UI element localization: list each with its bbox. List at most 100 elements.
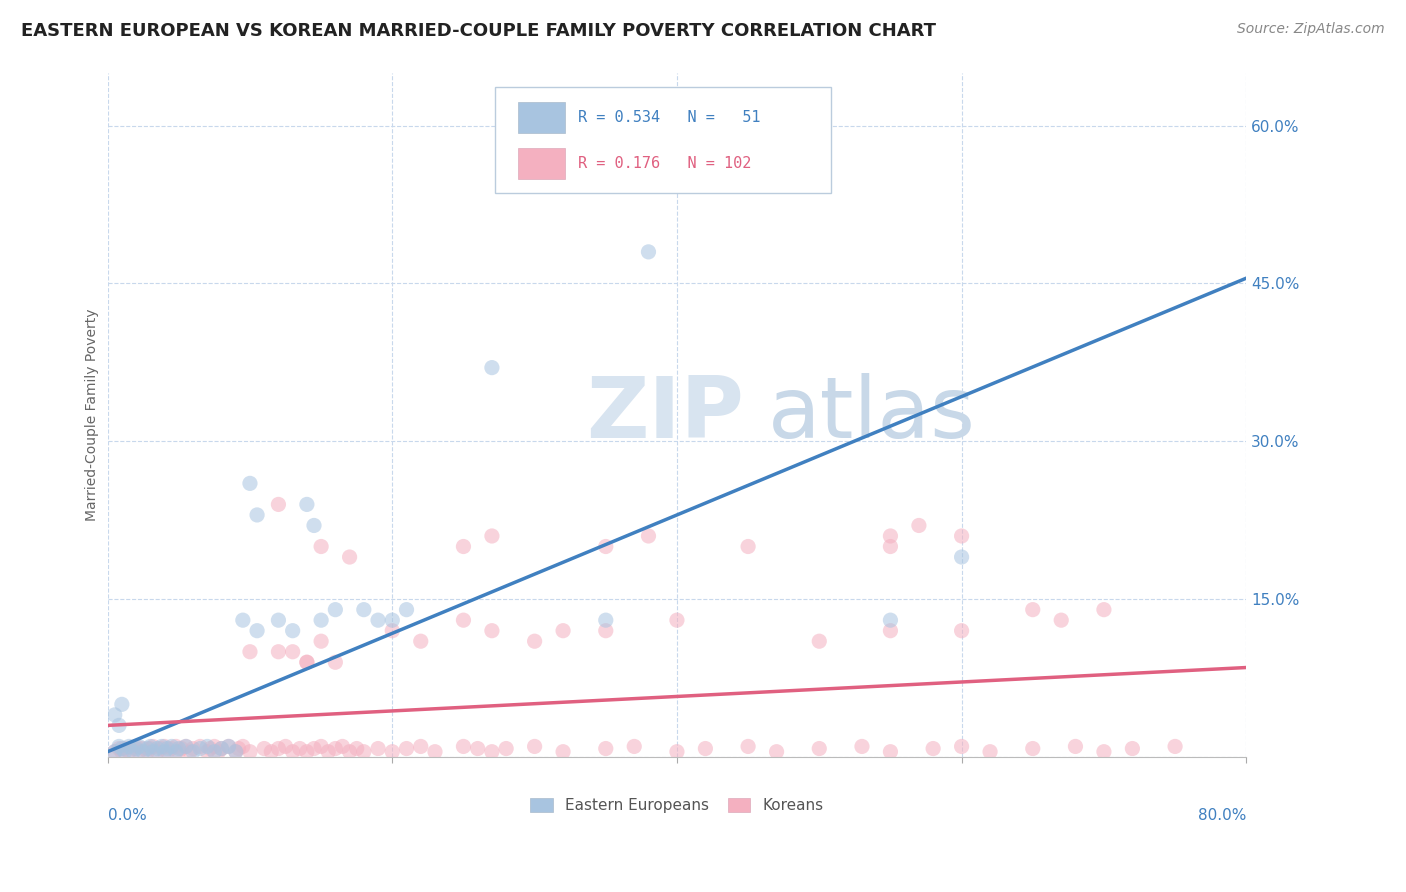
Point bbox=[118, 739, 141, 754]
Point bbox=[551, 624, 574, 638]
Point bbox=[1064, 739, 1087, 754]
Point bbox=[208, 745, 231, 759]
Point bbox=[111, 741, 134, 756]
Legend: Eastern Europeans, Koreans: Eastern Europeans, Koreans bbox=[526, 794, 828, 818]
Point bbox=[228, 741, 250, 756]
Point bbox=[595, 741, 617, 756]
Point bbox=[346, 741, 368, 756]
Point bbox=[218, 739, 240, 754]
Point bbox=[1050, 613, 1073, 627]
Text: Source: ZipAtlas.com: Source: ZipAtlas.com bbox=[1237, 22, 1385, 37]
Point bbox=[128, 739, 150, 754]
Point bbox=[108, 739, 131, 754]
Point bbox=[950, 739, 973, 754]
Point bbox=[198, 741, 221, 756]
Point bbox=[239, 745, 262, 759]
Point bbox=[281, 745, 304, 759]
FancyBboxPatch shape bbox=[495, 87, 831, 193]
Point bbox=[808, 171, 831, 186]
Point bbox=[218, 739, 240, 754]
Point bbox=[165, 739, 187, 754]
Point bbox=[808, 741, 831, 756]
Point bbox=[353, 745, 375, 759]
Point bbox=[302, 518, 325, 533]
Point bbox=[316, 745, 339, 759]
Point bbox=[409, 634, 432, 648]
Point bbox=[665, 613, 688, 627]
Point bbox=[132, 745, 155, 759]
Point bbox=[132, 741, 155, 756]
Point bbox=[146, 745, 169, 759]
Point bbox=[267, 645, 290, 659]
Point bbox=[125, 739, 148, 754]
Point bbox=[267, 613, 290, 627]
Point bbox=[922, 741, 945, 756]
Point bbox=[309, 613, 332, 627]
Point bbox=[167, 741, 190, 756]
Point bbox=[879, 540, 901, 554]
Point bbox=[332, 739, 354, 754]
Point bbox=[453, 613, 475, 627]
Point bbox=[765, 745, 787, 759]
Point bbox=[879, 624, 901, 638]
Point bbox=[1092, 745, 1115, 759]
Point bbox=[595, 613, 617, 627]
Point bbox=[139, 741, 162, 756]
Point bbox=[353, 602, 375, 616]
Point bbox=[409, 739, 432, 754]
Point bbox=[695, 741, 717, 756]
Point bbox=[225, 745, 247, 759]
Point bbox=[395, 741, 418, 756]
Point bbox=[325, 655, 347, 669]
Point bbox=[481, 624, 503, 638]
Point bbox=[481, 529, 503, 543]
Point bbox=[623, 739, 645, 754]
Point bbox=[295, 655, 318, 669]
Point bbox=[239, 645, 262, 659]
Point bbox=[325, 741, 347, 756]
Point bbox=[114, 741, 136, 756]
Point bbox=[1121, 741, 1143, 756]
Point bbox=[551, 745, 574, 759]
Text: R = 0.534   N =   51: R = 0.534 N = 51 bbox=[578, 110, 761, 125]
Point bbox=[267, 741, 290, 756]
Point bbox=[111, 745, 134, 759]
Point bbox=[179, 745, 201, 759]
Point bbox=[174, 739, 197, 754]
Text: ZIP: ZIP bbox=[586, 374, 744, 457]
Point bbox=[181, 745, 204, 759]
Point bbox=[232, 613, 254, 627]
Point bbox=[253, 741, 276, 756]
Point bbox=[146, 741, 169, 756]
Point bbox=[281, 645, 304, 659]
Point bbox=[181, 741, 204, 756]
Point bbox=[170, 741, 193, 756]
Point bbox=[274, 739, 297, 754]
Point bbox=[908, 518, 931, 533]
Point bbox=[851, 739, 873, 754]
Point bbox=[142, 745, 165, 759]
Point bbox=[595, 624, 617, 638]
Point bbox=[104, 745, 127, 759]
Point bbox=[202, 739, 225, 754]
Point bbox=[637, 529, 659, 543]
Point bbox=[288, 741, 311, 756]
Point bbox=[122, 741, 145, 756]
Text: 80.0%: 80.0% bbox=[1198, 808, 1246, 823]
Point bbox=[160, 741, 183, 756]
Point bbox=[339, 745, 361, 759]
Point bbox=[979, 745, 1001, 759]
Point bbox=[737, 739, 759, 754]
Point bbox=[339, 549, 361, 564]
Point bbox=[136, 745, 159, 759]
Point bbox=[156, 741, 179, 756]
Point bbox=[108, 741, 131, 756]
Point bbox=[637, 244, 659, 259]
Point bbox=[367, 613, 389, 627]
Point bbox=[1022, 741, 1045, 756]
Y-axis label: Married-Couple Family Poverty: Married-Couple Family Poverty bbox=[86, 309, 100, 521]
Point bbox=[879, 613, 901, 627]
Point bbox=[150, 739, 173, 754]
Point bbox=[808, 634, 831, 648]
Point bbox=[195, 739, 218, 754]
